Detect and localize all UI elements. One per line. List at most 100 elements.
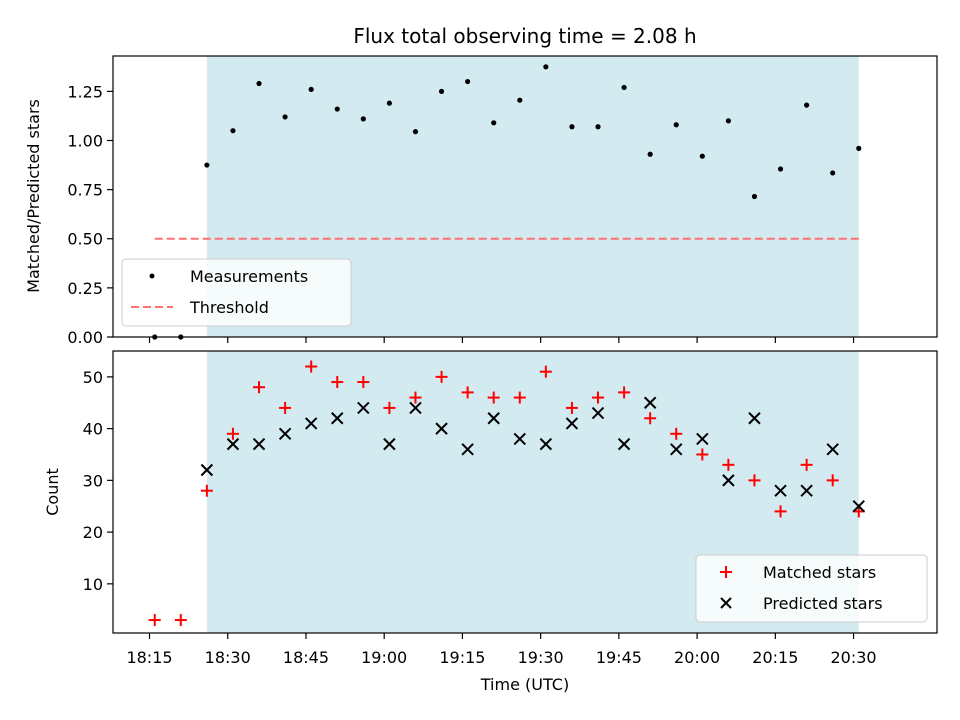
measurement-point — [777, 166, 784, 172]
matched-star-point — [174, 614, 187, 627]
predicted-star-point — [409, 401, 422, 415]
predicted-star-point — [461, 443, 474, 456]
top-y-axis: 0.00 0.25 0.50 0.75 1.00 1.25 — [67, 82, 113, 347]
predicted-star-point — [565, 417, 579, 430]
predicted-star-point — [357, 401, 370, 415]
top-ytick-label: 1.00 — [67, 131, 103, 150]
xtick-label: 18:30 — [205, 648, 251, 667]
legend-measurements-label: Measurements — [190, 267, 308, 286]
x-axis-label: Time (UTC) — [480, 675, 569, 694]
matched-star-point — [435, 370, 448, 383]
bottom-legend: Matched stars Predicted stars — [695, 554, 928, 623]
measurement-point — [465, 78, 471, 85]
measurement-point — [438, 88, 445, 94]
matched-star-point — [253, 381, 266, 394]
matched-star-point — [148, 614, 161, 627]
predicted-star-point — [852, 500, 865, 513]
predicted-star-point — [226, 437, 240, 451]
predicted-star-point — [252, 437, 266, 451]
predicted-star-point — [383, 437, 396, 451]
predicted-star-point — [643, 396, 657, 409]
measurement-point — [621, 84, 627, 91]
matched-star-point — [409, 391, 422, 404]
measurement-point — [308, 86, 314, 93]
matched-star-point — [226, 427, 239, 440]
measurement-point — [256, 80, 262, 87]
bottom-ytick-label: 20 — [83, 523, 103, 542]
xtick-label: 18:45 — [283, 648, 329, 667]
predicted-star-point — [435, 422, 448, 435]
bottom-series-layer — [148, 360, 865, 627]
top-series-layer — [152, 64, 862, 340]
measurement-point — [804, 102, 810, 108]
measurement-point — [569, 124, 575, 130]
measurement-point — [595, 124, 601, 130]
measurement-point — [751, 193, 758, 200]
measurement-point — [230, 128, 236, 134]
bottom-y-axis-label: Count — [43, 468, 62, 516]
predicted-star-point — [826, 443, 839, 456]
matched-star-point — [487, 391, 500, 404]
measurement-point — [360, 116, 366, 122]
matched-star-point — [670, 427, 683, 440]
measurement-point — [412, 129, 419, 135]
top-y-axis-label: Matched/Predicted stars — [24, 99, 43, 293]
top-legend: Measurements Threshold — [121, 258, 352, 327]
legend-predicted-marker — [720, 597, 732, 609]
measurement-point — [543, 64, 549, 70]
matched-star-point — [279, 401, 292, 414]
measurement-point — [725, 118, 731, 124]
measurement-point — [386, 100, 393, 106]
matched-star-point — [748, 474, 761, 487]
predicted-star-point — [670, 443, 683, 456]
matched-star-point — [513, 391, 526, 404]
xtick-label: 20:30 — [831, 648, 877, 667]
predicted-star-point — [696, 432, 709, 446]
measurement-point — [856, 145, 862, 151]
matched-star-point — [722, 458, 735, 471]
xtick-label: 20:15 — [752, 648, 798, 667]
legend-matched-label: Matched stars — [763, 563, 876, 582]
top-x-ticks — [148, 337, 855, 343]
predicted-star-point — [513, 432, 526, 446]
measurement-point — [647, 151, 653, 157]
legend-matched-marker — [720, 566, 732, 578]
predicted-star-point — [331, 412, 344, 425]
bottom-y-axis: 10 20 30 40 50 — [83, 368, 113, 594]
top-ytick-label: 0.25 — [67, 279, 103, 298]
matched-star-point — [618, 386, 631, 399]
chart-title: Flux total observing time = 2.08 h — [353, 24, 696, 48]
bottom-legend-box — [695, 554, 928, 623]
xtick-label: 18:15 — [126, 648, 172, 667]
predicted-star-point — [617, 437, 631, 451]
bottom-ytick-label: 40 — [83, 420, 103, 439]
measurement-point — [334, 106, 340, 112]
predicted-star-point — [200, 463, 214, 477]
measurement-point — [830, 170, 836, 176]
top-panel: 0.00 0.25 0.50 0.75 1.00 1.25 Matched/Predict… — [24, 55, 938, 347]
bottom-axes-frame — [112, 350, 938, 634]
bottom-x-axis: 18:15 18:30 18:45 19:00 19:15 19:30 19:45 20:00… — [126, 633, 877, 667]
measurement-point — [282, 114, 288, 120]
measurement-point — [673, 122, 679, 128]
predicted-star-point — [722, 474, 735, 487]
matched-star-point — [539, 365, 552, 378]
predicted-star-point — [774, 484, 787, 497]
top-legend-box — [121, 258, 352, 327]
matched-star-point — [357, 376, 370, 389]
legend-threshold-label: Threshold — [189, 298, 269, 317]
matched-star-point — [383, 401, 396, 414]
matched-star-point — [461, 386, 474, 399]
matched-star-point — [305, 360, 318, 373]
matched-star-point — [800, 458, 813, 471]
bottom-ytick-label: 30 — [83, 471, 103, 490]
xtick-label: 20:00 — [674, 648, 720, 667]
measurement-point — [491, 120, 497, 126]
top-ytick-label: 0.00 — [67, 328, 103, 347]
predicted-star-point — [278, 427, 292, 440]
predicted-star-point — [304, 417, 318, 430]
xtick-label: 19:15 — [439, 648, 485, 667]
xtick-label: 19:45 — [596, 648, 642, 667]
predicted-star-point — [539, 437, 553, 451]
